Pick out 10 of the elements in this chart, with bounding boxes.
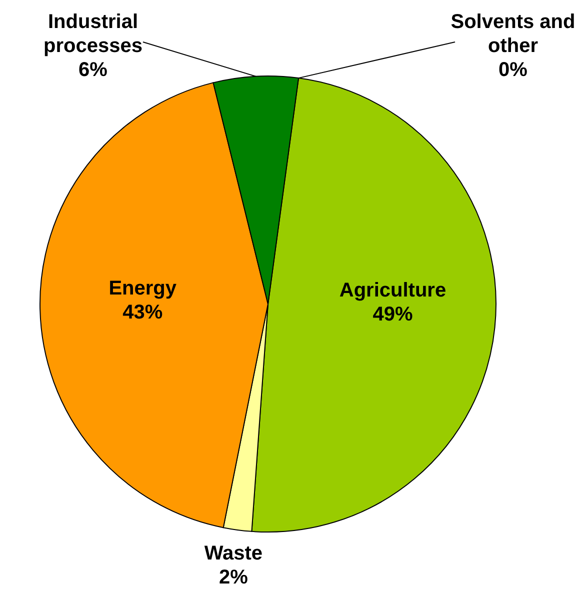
text: 0%	[498, 59, 528, 81]
slice-label: Energy	[108, 278, 178, 300]
slice-label: Agriculture	[339, 279, 446, 302]
data-label: 2%	[218, 566, 248, 589]
data-label: 6%	[78, 59, 108, 81]
slice-label: Industrial processes	[44, 11, 142, 57]
data-label: 43%	[122, 302, 163, 324]
slice-label: Waste	[204, 542, 263, 565]
data-label: 49%	[372, 303, 413, 326]
category-label: Solvents and other	[450, 11, 576, 57]
